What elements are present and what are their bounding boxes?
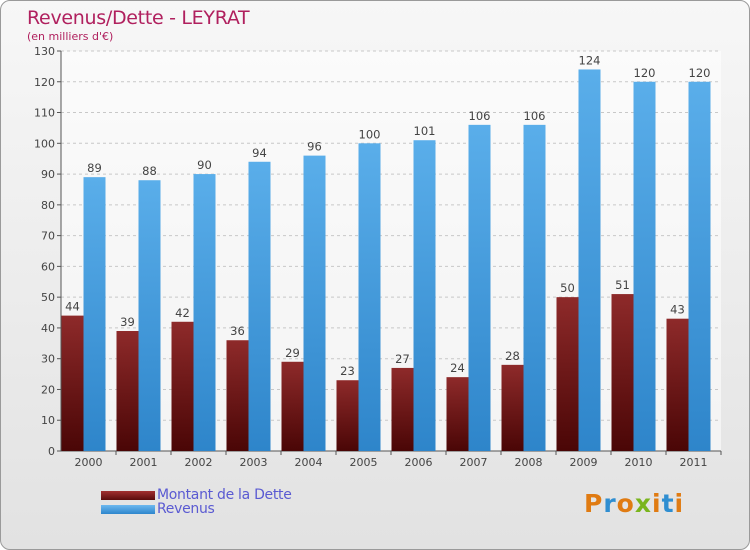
- y-tick-label: 100: [34, 137, 55, 150]
- y-tick-label: 80: [41, 199, 55, 212]
- x-tick-label-2003: 2003: [240, 456, 268, 469]
- y-tick-label: 70: [41, 230, 55, 243]
- legend-swatch-dette: [101, 490, 155, 500]
- x-tick-label-2006: 2006: [405, 456, 433, 469]
- value-label-debt-2002: 42: [175, 306, 190, 320]
- value-label-debt-2011: 43: [670, 303, 685, 317]
- bar-revenus-2008: [523, 124, 546, 451]
- legend-item-dette: Montant de la Dette: [101, 487, 292, 503]
- bar-revenus-2001: [138, 180, 161, 451]
- value-label-debt-2001: 39: [120, 315, 135, 329]
- legend-label-revenus: Revenus: [157, 501, 215, 517]
- value-label-debt-2000: 44: [65, 300, 80, 314]
- bar-revenus-2003: [248, 161, 271, 451]
- value-label-revenus-2008: 106: [524, 109, 546, 123]
- bar-revenus-2005: [358, 143, 381, 452]
- x-tick-label-2000: 2000: [75, 456, 103, 469]
- bar-revenus-2004: [303, 155, 326, 451]
- value-label-debt-2004: 29: [285, 346, 300, 360]
- bar-debt-2010: [611, 294, 634, 451]
- value-label-debt-2003: 36: [230, 324, 245, 338]
- bar-debt-2001: [116, 331, 139, 451]
- bar-debt-2009: [556, 297, 579, 451]
- y-tick-label: 130: [34, 45, 55, 58]
- x-tick-label-2005: 2005: [350, 456, 378, 469]
- bar-debt-2007: [446, 377, 469, 451]
- x-tick-label-2011: 2011: [680, 456, 708, 469]
- x-tick-label-2002: 2002: [185, 456, 213, 469]
- bar-revenus-2002: [193, 174, 216, 452]
- bar-revenus-2011: [688, 81, 711, 452]
- x-tick-label-2010: 2010: [625, 456, 653, 469]
- legend-label-dette: Montant de la Dette: [157, 487, 292, 503]
- bar-debt-2004: [281, 361, 304, 451]
- value-label-revenus-2007: 106: [469, 109, 491, 123]
- value-label-debt-2010: 51: [615, 278, 630, 292]
- bar-revenus-2000: [83, 177, 106, 451]
- bar-debt-2005: [336, 380, 359, 451]
- bar-debt-2006: [391, 367, 414, 451]
- y-tick-label: 120: [34, 76, 55, 89]
- value-label-debt-2005: 23: [340, 364, 355, 378]
- value-label-revenus-2003: 94: [252, 146, 267, 160]
- y-tick-label: 50: [41, 291, 55, 304]
- logo-letter: P: [584, 489, 604, 518]
- value-label-revenus-2009: 124: [579, 53, 601, 67]
- y-tick-label: 30: [41, 353, 55, 366]
- value-label-debt-2008: 28: [505, 349, 520, 363]
- proxiti-logo: Proxiti: [584, 489, 684, 518]
- plot-area: [61, 51, 721, 451]
- y-tick-label: 60: [41, 260, 55, 273]
- value-label-revenus-2004: 96: [307, 140, 322, 154]
- value-label-debt-2009: 50: [560, 281, 575, 295]
- legend-item-revenus: Revenus: [101, 501, 215, 517]
- bar-debt-2002: [171, 321, 194, 451]
- y-tick-label: 110: [34, 107, 55, 120]
- bar-revenus-2007: [468, 124, 491, 451]
- value-label-revenus-2002: 90: [197, 158, 212, 172]
- x-tick-label-2008: 2008: [515, 456, 543, 469]
- bar-revenus-2010: [633, 81, 656, 452]
- value-label-revenus-2005: 100: [359, 127, 381, 141]
- logo-letter: i: [674, 489, 685, 518]
- chart-subtitle: (en milliers d'€): [27, 30, 114, 43]
- logo-letter: o: [616, 489, 635, 518]
- bar-revenus-2006: [413, 140, 436, 451]
- chart-title: Revenus/Dette - LEYRAT: [27, 7, 250, 29]
- x-tick-label-2001: 2001: [130, 456, 158, 469]
- y-tick-label: 10: [41, 414, 55, 427]
- legend-swatch-revenus: [101, 504, 155, 514]
- value-label-revenus-2011: 120: [689, 66, 711, 80]
- x-tick-label-2009: 2009: [570, 456, 598, 469]
- logo-letter: t: [661, 489, 675, 518]
- y-tick-label: 90: [41, 168, 55, 181]
- y-tick-label: 40: [41, 322, 55, 335]
- value-label-debt-2006: 27: [395, 352, 410, 366]
- value-label-revenus-2006: 101: [414, 124, 436, 138]
- bar-debt-2008: [501, 364, 524, 451]
- logo-letter: i: [652, 489, 662, 518]
- logo-letter: x: [634, 489, 652, 518]
- bar-debt-2003: [226, 340, 249, 451]
- value-label-debt-2007: 24: [450, 361, 465, 375]
- bar-debt-2011: [666, 318, 689, 451]
- x-tick-label-2004: 2004: [295, 456, 323, 469]
- value-label-revenus-2010: 120: [634, 66, 656, 80]
- bar-revenus-2009: [578, 69, 601, 451]
- y-tick-label: 20: [41, 383, 55, 396]
- logo-letter: r: [603, 489, 617, 518]
- value-label-revenus-2000: 89: [87, 161, 102, 175]
- value-label-revenus-2001: 88: [142, 164, 157, 178]
- bar-debt-2000: [61, 315, 84, 451]
- y-tick-label: 0: [48, 445, 55, 458]
- x-tick-label-2007: 2007: [460, 456, 488, 469]
